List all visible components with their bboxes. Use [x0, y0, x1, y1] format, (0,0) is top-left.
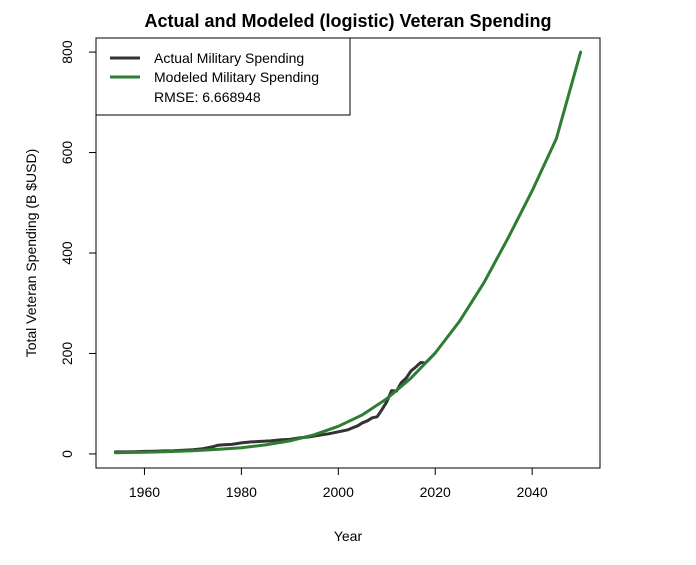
legend: Actual Military Spending Modeled Militar…	[95, 37, 351, 116]
x-tick-label: 2000	[323, 484, 354, 500]
series-line-modeled	[113, 50, 583, 455]
x-tick-label: 2020	[420, 484, 451, 500]
x-tick-label: 1960	[129, 484, 160, 500]
y-tick-label: 200	[59, 342, 75, 366]
series-layer	[113, 50, 583, 455]
x-axis: 1960 1980 2000 2020 2040	[129, 467, 548, 500]
x-tick-label: 1980	[226, 484, 257, 500]
legend-label-modeled: Modeled Military Spending	[154, 69, 319, 85]
series-line-actual	[113, 351, 437, 454]
x-axis-label: Year	[334, 528, 363, 544]
y-tick-label: 600	[59, 141, 75, 165]
y-tick-label: 0	[59, 450, 75, 458]
chart-title: Actual and Modeled (logistic) Veteran Sp…	[144, 11, 551, 31]
y-tick-label: 400	[59, 241, 75, 265]
legend-rmse-note: RMSE: 6.668948	[154, 89, 261, 105]
x-tick-label: 2040	[517, 484, 548, 500]
y-tick-label: 800	[59, 40, 75, 64]
y-axis-label: Total Veteran Spending (B $USD)	[23, 149, 39, 358]
legend-label-actual: Actual Military Spending	[154, 50, 304, 66]
y-axis: 0 200 400 600 800	[59, 40, 97, 458]
